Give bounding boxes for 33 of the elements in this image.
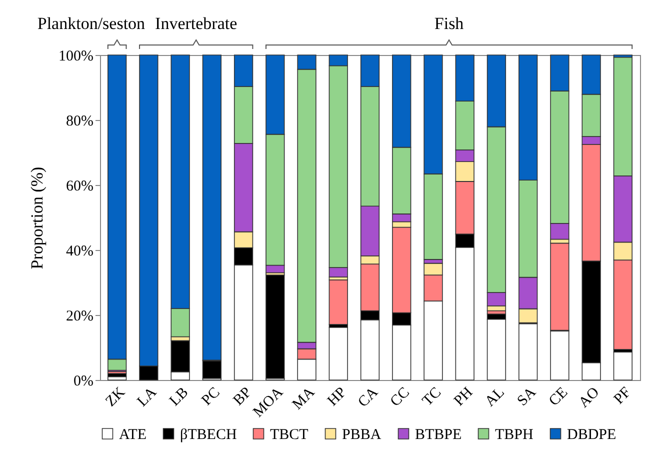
legend-label: TBCT — [270, 426, 308, 443]
x-tick-label: LA — [134, 384, 160, 410]
x-tick-label: TC — [420, 384, 445, 410]
x-tick-label: PH — [451, 384, 476, 410]
legend-label: BTBPE — [415, 426, 462, 443]
text: Fish — [434, 14, 464, 34]
y-tick-label: 100% — [58, 48, 94, 64]
text: Plankton/seston — [37, 14, 146, 34]
x-tick-label: CC — [387, 384, 413, 410]
x-tick-label: PC — [198, 384, 224, 409]
x-tick-label: AL — [482, 384, 508, 410]
y-tick-label: 80% — [66, 114, 94, 130]
y-tick-label: 60% — [66, 178, 94, 194]
x-tick-label: CA — [355, 384, 382, 411]
x-tick-label: HP — [324, 384, 350, 410]
y-tick-label: 40% — [66, 244, 94, 260]
x-tick-label: AO — [576, 384, 603, 412]
legend-label: ATE — [119, 426, 146, 443]
x-tick-label: MA — [290, 384, 318, 413]
y-tick-label: 20% — [66, 308, 94, 324]
x-tick-label: CE — [546, 384, 572, 410]
x-tick-label: ZK — [102, 384, 128, 410]
x-tick-label: PF — [611, 384, 634, 408]
x-tick-label: LB — [166, 384, 192, 410]
y-axis-title: Proportion (%) — [28, 166, 47, 270]
legend-label: DBDPE — [567, 426, 616, 443]
legend-label: TBPH — [495, 426, 534, 443]
legend-label: PBBA — [342, 426, 382, 443]
x-tick-label: BP — [230, 384, 255, 409]
text: Invertebrate — [155, 14, 238, 34]
x-tick-label: SA — [514, 384, 540, 410]
legend-label: βTBECH — [180, 426, 237, 443]
y-tick-label: 0% — [74, 374, 94, 390]
